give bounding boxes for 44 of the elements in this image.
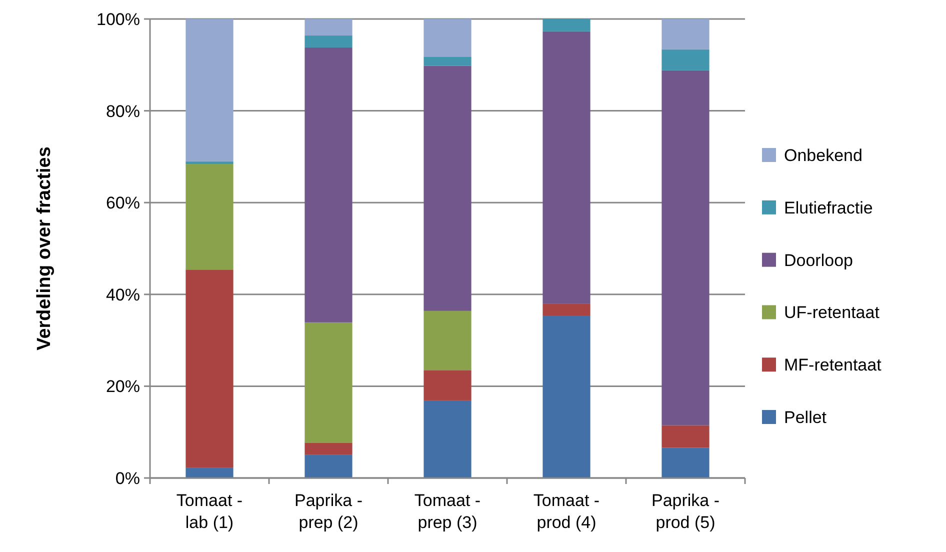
bar xyxy=(186,164,234,270)
bar xyxy=(662,49,710,70)
bar xyxy=(304,322,352,443)
legend-label: Elutiefractie xyxy=(784,198,873,218)
legend-label: Doorloop xyxy=(784,250,853,270)
bar xyxy=(662,19,710,50)
bar xyxy=(424,400,472,478)
y-axis-title: Verdeling over fracties xyxy=(34,146,55,350)
x-tick-label: Paprika - prep (2) xyxy=(294,491,363,532)
bar xyxy=(304,19,352,36)
y-tick-label: 20% xyxy=(106,377,140,396)
bar xyxy=(542,19,590,32)
legend-label: MF-retentaat xyxy=(784,356,882,375)
legend-label: Onbekend xyxy=(784,146,862,165)
bar xyxy=(186,468,234,478)
y-tick-label: 80% xyxy=(106,102,140,121)
bar xyxy=(542,304,590,316)
bar xyxy=(424,19,472,57)
bar xyxy=(424,370,472,400)
bar xyxy=(186,19,234,162)
x-tick-label: Tomaat - prod (4) xyxy=(533,491,600,532)
bar xyxy=(186,270,234,468)
bar xyxy=(424,56,472,66)
y-tick-label: 100% xyxy=(96,10,140,29)
x-tick-label: Tomaat - prep (3) xyxy=(414,491,481,532)
bar xyxy=(304,36,352,48)
y-tick-label: 0% xyxy=(115,468,140,488)
legend-label: Pellet xyxy=(784,408,827,427)
bar xyxy=(304,47,352,322)
bar xyxy=(186,161,234,164)
bar xyxy=(542,316,590,478)
x-tick-label: Paprika - prod (5) xyxy=(651,491,720,532)
bar xyxy=(424,310,472,370)
bar xyxy=(662,70,710,426)
y-tick-label: 60% xyxy=(106,194,140,213)
legend-label: UF-retentaat xyxy=(784,303,880,322)
x-tick-label: Tomaat - lab (1) xyxy=(176,491,243,532)
bar xyxy=(662,425,710,448)
bar xyxy=(542,31,590,304)
y-tick-label: 40% xyxy=(106,285,140,304)
bar xyxy=(304,442,352,455)
bar xyxy=(662,448,710,478)
bar xyxy=(424,66,472,311)
bar xyxy=(304,454,352,478)
